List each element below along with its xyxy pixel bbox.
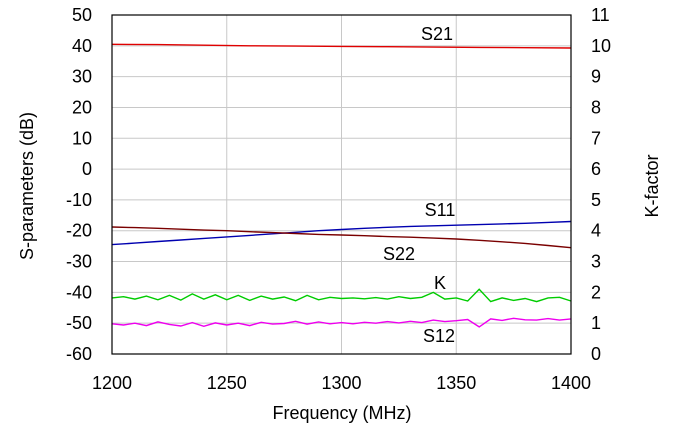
y2-tick-label: 3 bbox=[591, 252, 601, 272]
y-tick-label: -60 bbox=[66, 344, 92, 364]
y-tick-label: -30 bbox=[66, 252, 92, 272]
gridlines bbox=[111, 14, 572, 355]
series-labels: S21 S11 S22 K S12 bbox=[383, 24, 455, 346]
y-tick-label: -50 bbox=[66, 313, 92, 333]
y-axis-title: S-parameters (dB) bbox=[17, 112, 37, 260]
y-tick-label: 30 bbox=[72, 67, 92, 87]
y-tick-label: -40 bbox=[66, 282, 92, 302]
series-label-s11: S11 bbox=[425, 200, 456, 220]
y2-axis-title: K-factor bbox=[642, 154, 662, 217]
y2-tick-label: 9 bbox=[591, 67, 601, 87]
y-tick-label: -10 bbox=[66, 190, 92, 210]
series-label-s21: S21 bbox=[421, 24, 453, 44]
y2-tick-label: 4 bbox=[591, 221, 601, 241]
series-label-k: K bbox=[434, 273, 446, 293]
y2-tick-label: 2 bbox=[591, 282, 601, 302]
y2-tick-label: 10 bbox=[591, 36, 611, 56]
x-axis-title: Frequency (MHz) bbox=[272, 403, 411, 423]
y2-tick-label: 5 bbox=[591, 190, 601, 210]
x-tick-label: 1350 bbox=[436, 373, 476, 393]
x-tick-label: 1300 bbox=[321, 373, 361, 393]
y2-tick-label: 8 bbox=[591, 97, 601, 117]
series-label-s12: S12 bbox=[423, 326, 455, 346]
y-tick-label: 50 bbox=[72, 5, 92, 25]
series-line-k bbox=[111, 288, 572, 303]
series-lines bbox=[111, 43, 572, 328]
series-line-s12 bbox=[111, 317, 572, 328]
y2-tick-label: 0 bbox=[591, 344, 601, 364]
series-line-s22 bbox=[111, 226, 572, 249]
y-tick-label: -20 bbox=[66, 221, 92, 241]
series-line-s21 bbox=[111, 43, 572, 49]
y2-tick-label: 7 bbox=[591, 128, 601, 148]
plot-frame bbox=[111, 14, 572, 355]
x-tick-label: 1400 bbox=[551, 373, 591, 393]
tick-labels: 1200 1250 1300 1350 140050403020100-10-20-30… bbox=[66, 5, 611, 393]
y-tick-label: 0 bbox=[82, 159, 92, 179]
x-tick-label: 1200 bbox=[92, 373, 132, 393]
x-tick-label: 1250 bbox=[207, 373, 247, 393]
series-line-s11 bbox=[111, 220, 572, 246]
y2-tick-label: 1 bbox=[591, 313, 601, 333]
y-tick-label: 10 bbox=[72, 128, 92, 148]
y2-tick-label: 6 bbox=[591, 159, 601, 179]
y-tick-label: 20 bbox=[72, 97, 92, 117]
y-tick-label: 40 bbox=[72, 36, 92, 56]
y2-tick-label: 11 bbox=[591, 5, 610, 25]
series-label-s22: S22 bbox=[383, 244, 415, 264]
